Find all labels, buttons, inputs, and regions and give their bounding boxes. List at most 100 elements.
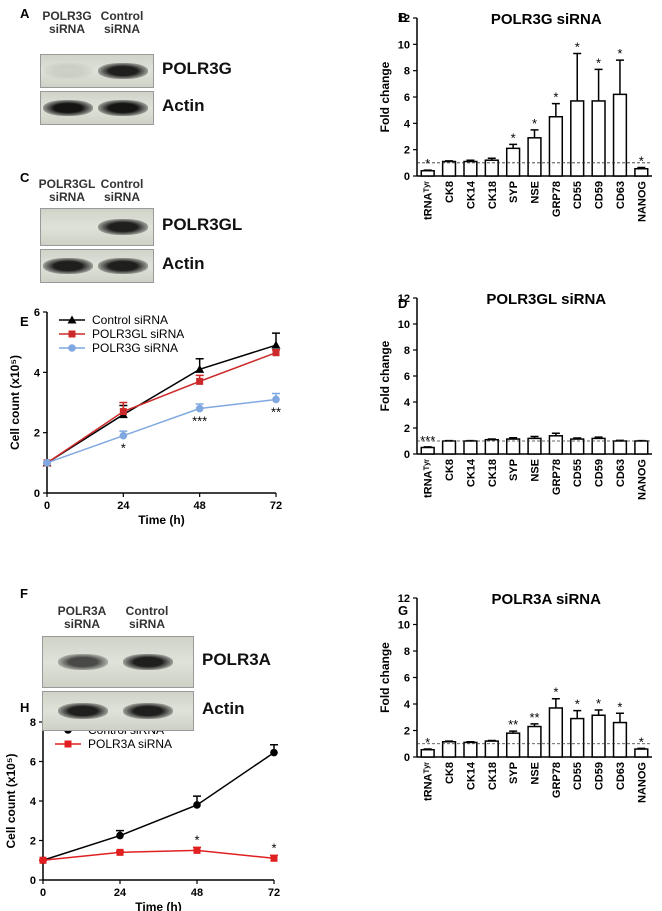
y-tick-label: 8 xyxy=(404,66,410,78)
significance-label: * xyxy=(596,696,601,711)
lane-label: Control siRNA xyxy=(125,604,169,631)
significance-label: * xyxy=(271,840,276,855)
marker xyxy=(270,748,278,757)
x-tick-label: GRP78 xyxy=(551,181,563,217)
bar xyxy=(548,707,564,758)
panel-letter: H xyxy=(20,700,29,715)
blot-band xyxy=(123,703,173,719)
y-tick-label: 2 xyxy=(34,428,40,440)
x-tick-label: 0 xyxy=(40,887,46,899)
error-bar xyxy=(551,697,560,708)
y-tick-label: 4 xyxy=(30,796,37,808)
marker xyxy=(193,801,201,809)
x-tick-label: CD59 xyxy=(594,459,606,487)
error-bar xyxy=(573,52,582,101)
y-tick-label: 2 xyxy=(404,726,410,738)
bar xyxy=(441,440,457,455)
x-tick-label: CD55 xyxy=(572,459,584,487)
error-bar xyxy=(509,143,518,149)
marker xyxy=(272,349,280,357)
x-tick-label: 0 xyxy=(44,500,50,512)
error-bar xyxy=(487,438,496,440)
y-tick-label: 2 xyxy=(404,423,410,435)
error-bar xyxy=(423,748,432,750)
blot-row xyxy=(42,636,194,688)
error-bar xyxy=(423,169,432,171)
error-bar xyxy=(466,741,475,743)
marker xyxy=(195,364,205,373)
x-tick-label: CK14 xyxy=(465,761,477,790)
significance-label: * xyxy=(639,734,644,749)
marker xyxy=(196,377,204,385)
significance-label: * xyxy=(121,441,126,456)
x-tick-label: CD59 xyxy=(594,181,606,209)
marker xyxy=(39,856,47,864)
significance-label: * xyxy=(575,697,580,712)
bar xyxy=(548,435,564,455)
bar xyxy=(548,116,564,177)
y-tick-label: 4 xyxy=(404,118,411,130)
bar xyxy=(612,721,628,758)
x-tick-label: CK8 xyxy=(444,181,456,203)
blot-band xyxy=(98,63,148,79)
error-bar xyxy=(615,712,624,723)
error-bar xyxy=(615,59,624,95)
marker xyxy=(116,848,124,856)
y-tick-label: 4 xyxy=(34,367,41,379)
x-tick-label: CK18 xyxy=(487,762,499,790)
series-line xyxy=(46,344,277,464)
x-tick-label: SYP xyxy=(508,762,520,784)
blot-row xyxy=(40,54,154,88)
y-tick-label: 0 xyxy=(404,171,410,183)
x-tick-label: 48 xyxy=(194,500,206,512)
y-axis-label: Fold change xyxy=(378,340,392,411)
error-bar xyxy=(551,102,560,117)
x-tick-label: tRNAᵀʸʳ xyxy=(423,762,435,801)
bar xyxy=(570,100,585,177)
bar xyxy=(591,714,606,758)
x-tick-label: CD59 xyxy=(594,762,606,790)
error-bar xyxy=(487,157,496,161)
panel-letter: D xyxy=(398,296,407,311)
legend-label: POLR3GL siRNA xyxy=(92,327,184,341)
bar xyxy=(463,440,478,455)
x-tick-label: CK14 xyxy=(465,458,477,487)
marker xyxy=(64,740,72,748)
significance-label: * xyxy=(194,832,199,847)
y-tick-label: 4 xyxy=(404,397,411,409)
error-bar xyxy=(530,723,539,727)
x-tick-label: GRP78 xyxy=(551,459,563,495)
panel-letter: B xyxy=(398,10,407,25)
significance-label: * xyxy=(596,55,601,70)
x-tick-label: NSE xyxy=(530,762,542,785)
marker xyxy=(116,831,124,840)
bar xyxy=(634,440,649,455)
x-tick-label: CK18 xyxy=(487,459,499,487)
y-tick-label: 12 xyxy=(398,593,410,605)
x-tick-label: NANOG xyxy=(636,459,648,500)
bar xyxy=(463,160,478,177)
x-tick-label: 48 xyxy=(191,887,203,899)
bar xyxy=(570,717,585,758)
x-tick-label: tRNAᵀʸʳ xyxy=(423,459,435,498)
significance-label: *** xyxy=(420,433,435,448)
x-tick-label: CD55 xyxy=(572,762,584,790)
bar xyxy=(634,168,649,177)
marker xyxy=(43,459,51,467)
x-tick-label: NSE xyxy=(530,181,542,204)
significance-label: * xyxy=(617,699,622,714)
significance-label: ** xyxy=(271,404,281,419)
significance-label: * xyxy=(639,153,644,168)
blot-band xyxy=(98,219,148,235)
lane-label: Control siRNA xyxy=(100,9,144,36)
x-tick-label: NSE xyxy=(530,459,542,482)
y-tick-label: 6 xyxy=(404,92,410,104)
bar xyxy=(612,93,628,177)
x-tick-label: CD63 xyxy=(615,762,627,790)
significance-label: * xyxy=(617,46,622,61)
blot-row xyxy=(42,691,194,731)
x-tick-label: tRNAᵀʸʳ xyxy=(423,181,435,220)
error-bar xyxy=(530,129,539,138)
bar xyxy=(420,169,435,177)
